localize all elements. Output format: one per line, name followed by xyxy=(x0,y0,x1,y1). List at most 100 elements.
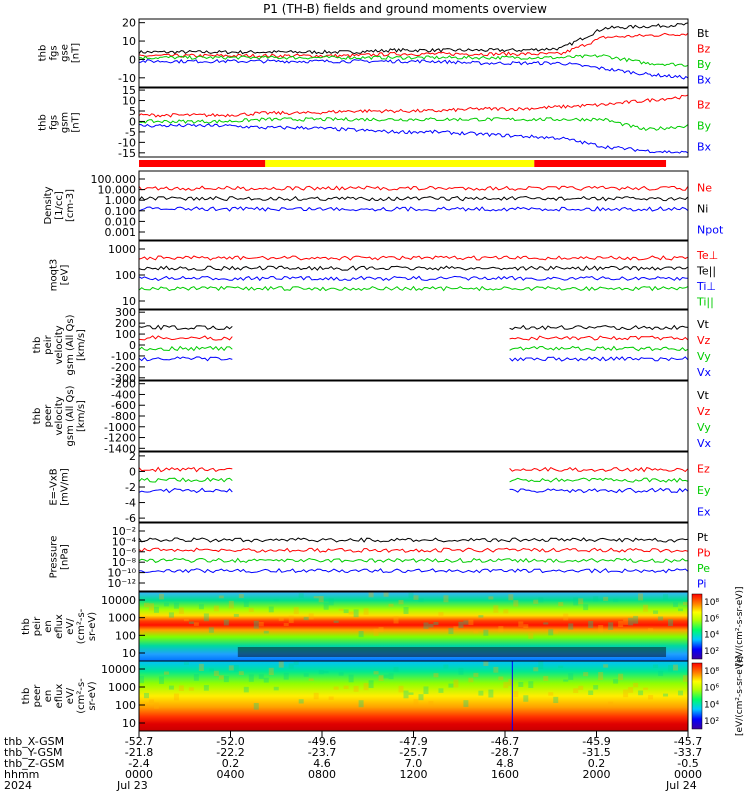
spectrogram-texture xyxy=(213,605,219,612)
legend-ne: Ne xyxy=(697,182,712,195)
spectrogram-texture xyxy=(193,674,199,681)
colorbar-tick-label: 10⁶ xyxy=(704,614,719,624)
x-axis-value: -52.0 xyxy=(216,735,244,748)
spectrogram-texture xyxy=(613,598,619,603)
spectrogram-texture xyxy=(453,679,459,688)
spectrogram-texture xyxy=(618,621,624,628)
y-axis-label: [nPa] xyxy=(60,544,71,570)
spectrogram-texture xyxy=(323,670,329,674)
spectrogram-texture xyxy=(373,628,379,637)
x-axis-value: -2.4 xyxy=(128,757,149,770)
spectrogram-texture xyxy=(253,702,259,710)
spectrogram-texture xyxy=(268,667,274,675)
spectrogram-texture xyxy=(623,619,629,625)
spectrogram-texture xyxy=(218,595,224,599)
spectrogram-texture xyxy=(663,594,669,600)
legend-vt: Vt xyxy=(697,389,710,402)
y-tick-label: 0 xyxy=(129,53,136,66)
x-axis-value: -45.9 xyxy=(582,735,610,748)
spectrogram-texture xyxy=(453,626,459,630)
x-axis-value: -0.5 xyxy=(677,757,698,770)
spectrogram-texture xyxy=(488,596,494,600)
spectrogram-texture xyxy=(413,699,419,707)
series-line-bx xyxy=(139,123,689,154)
spectrogram-texture xyxy=(493,605,499,613)
y-tick-label: -10 xyxy=(118,136,136,149)
spectrogram-texture xyxy=(483,661,489,666)
y-tick-label: 0.100 xyxy=(105,205,137,218)
trace-vx xyxy=(138,356,689,362)
spectrogram-texture xyxy=(338,608,344,611)
spectrogram-texture xyxy=(528,633,534,639)
spectrogram-texture xyxy=(488,689,494,698)
spectrogram-texture xyxy=(139,631,144,635)
spectrogram-texture xyxy=(683,601,688,606)
spectrogram-texture xyxy=(223,619,229,626)
y-axis-label: Pressure xyxy=(49,536,60,579)
legend-vx: Vx xyxy=(697,366,712,379)
spectrogram-texture xyxy=(478,690,484,696)
spectrogram-texture xyxy=(443,595,449,603)
spectrogram-texture xyxy=(463,620,469,625)
spectrogram-texture xyxy=(328,598,334,606)
y-axis-label: velocity xyxy=(54,325,65,364)
spectrogram-fill xyxy=(139,661,688,731)
series-line-bt xyxy=(138,22,689,55)
x-axis-value: -22.2 xyxy=(216,746,244,759)
y-axis-label: thb xyxy=(21,688,32,705)
legend-bt: Bt xyxy=(697,27,710,40)
spectrogram-texture xyxy=(298,593,304,599)
spectrogram-texture xyxy=(273,599,279,602)
legend-pi: Pi xyxy=(697,577,706,590)
spectrogram-texture xyxy=(233,613,239,617)
spectrogram-texture xyxy=(198,604,204,610)
y-axis-label: thb xyxy=(38,114,49,131)
x-axis-value: 4.6 xyxy=(313,757,331,770)
y-axis-label: fgs xyxy=(49,45,60,60)
colorbar xyxy=(691,593,703,660)
y-axis-label: E=-VxB xyxy=(49,468,60,505)
trace-te|| xyxy=(138,265,689,272)
y-tick-label: 10 xyxy=(122,35,136,48)
spectrogram-texture xyxy=(448,627,454,635)
spectrogram-texture xyxy=(173,693,179,701)
spectrogram-fill xyxy=(139,592,688,661)
x-axis-value: -31.5 xyxy=(582,746,610,759)
legend-npot: Npot xyxy=(697,224,724,237)
spectrogram-texture xyxy=(333,620,339,623)
x-axis-row-label: hhmm xyxy=(4,768,39,781)
y-tick-label: -1200 xyxy=(104,432,136,445)
legend-pe: Pe xyxy=(697,562,710,575)
y-axis-label: gsm (All Qs) xyxy=(65,385,76,446)
y-tick-label: 0.001 xyxy=(105,226,137,239)
y-axis-label: en xyxy=(43,620,54,633)
x-axis-value: 0400 xyxy=(217,768,245,781)
spectrogram-texture xyxy=(393,666,399,672)
spectrogram-texture xyxy=(573,597,579,606)
y-tick-label: -1000 xyxy=(104,421,136,434)
spectrogram-texture xyxy=(278,661,284,668)
spectrogram-texture xyxy=(283,672,289,680)
x-axis-value: 4.8 xyxy=(496,757,514,770)
y-tick-label: 10⁻⁸ xyxy=(112,556,137,569)
legend-vz: Vz xyxy=(697,405,711,418)
spectrogram-texture xyxy=(523,624,529,628)
spectrogram-texture xyxy=(543,675,549,681)
y-tick-label: -2 xyxy=(125,481,136,494)
x-axis-value: Jul 23 xyxy=(116,779,148,792)
legend-vt: Vt xyxy=(697,318,710,331)
y-tick-label: -10 xyxy=(118,72,136,85)
spectrogram-texture xyxy=(183,662,189,665)
spectrogram-texture xyxy=(263,677,269,683)
spectrogram-texture xyxy=(608,622,614,630)
x-axis-row-label: thb_X-GSM xyxy=(4,735,64,748)
legend-te||: Te|| xyxy=(696,264,716,277)
spectrogram-texture xyxy=(363,683,369,691)
spectrogram-texture xyxy=(328,696,334,700)
y-tick-label: -1400 xyxy=(104,442,136,455)
spectrogram-texture xyxy=(278,618,284,622)
spectrogram-texture xyxy=(433,621,439,626)
spectrogram-texture xyxy=(403,607,409,614)
panel-peer_spectrogram: 10⁸ 10⁶ 10⁴ 10² [eV/(cm²-s-sr-eV)] 10000 1000 1… xyxy=(21,656,745,736)
